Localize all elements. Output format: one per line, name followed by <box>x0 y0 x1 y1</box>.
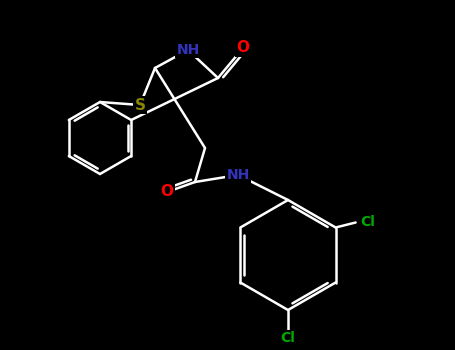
Text: O: O <box>237 41 249 56</box>
Text: S: S <box>135 98 146 112</box>
Text: O: O <box>161 184 173 200</box>
Text: NH: NH <box>177 43 200 57</box>
Text: Cl: Cl <box>281 331 295 345</box>
Text: Cl: Cl <box>361 216 375 230</box>
Text: NH: NH <box>227 168 250 182</box>
